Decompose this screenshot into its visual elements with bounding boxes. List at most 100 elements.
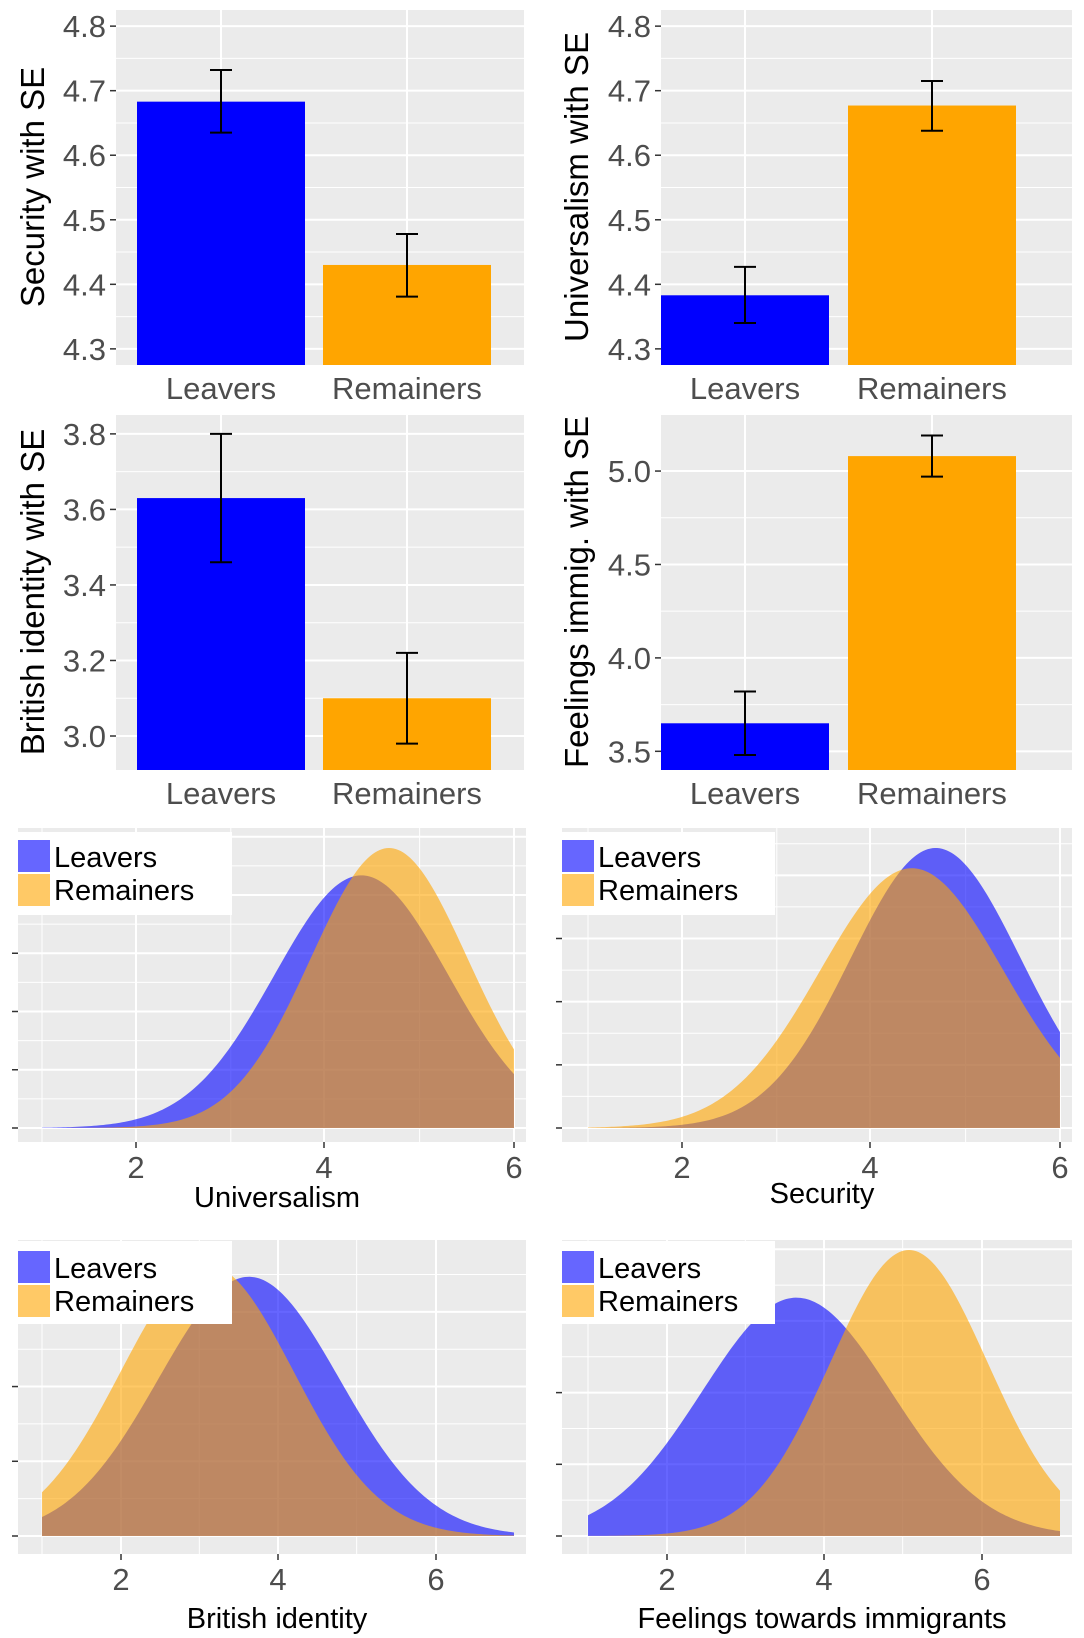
- y-tick-label: 5.0: [608, 454, 651, 489]
- x-tick-label-remainers: Remainers: [857, 776, 1007, 811]
- x-axis-title: British identity: [187, 1603, 368, 1635]
- x-tick-labels: Leavers Remainers: [690, 371, 1007, 406]
- y-tick-label: 4.4: [608, 267, 651, 302]
- error-bar-remainers: [396, 651, 418, 745]
- bar-remainers: [848, 105, 1016, 365]
- legend-key-leavers: [18, 840, 50, 872]
- y-tick-label: 4.0: [608, 641, 651, 676]
- x-tick-label: 6: [973, 1562, 990, 1597]
- legend-key-leavers: [18, 1251, 50, 1283]
- x-axis-title: Feelings towards immigrants: [637, 1603, 1006, 1635]
- x-tick-label-leavers: Leavers: [166, 776, 276, 811]
- x-tick-label: 2: [127, 1150, 144, 1185]
- legend: Leavers Remainers: [10, 1241, 232, 1324]
- legend: Leavers Remainers: [553, 1241, 775, 1324]
- y-tick-label: 4.4: [63, 267, 106, 302]
- y-axis-title: Universalism with SE: [558, 32, 595, 342]
- bar-leavers: [137, 101, 305, 366]
- x-tick-label: 2: [112, 1562, 129, 1597]
- density-area-remainers: [42, 848, 514, 1128]
- legend: Leavers Remainers: [553, 832, 775, 915]
- legend-label-leavers: Leavers: [54, 842, 157, 874]
- y-tick-label: 3.8: [63, 417, 106, 452]
- density-area-remainers: [42, 1265, 514, 1536]
- x-tick-label: 2: [673, 1150, 690, 1185]
- y-tick-label: 4.8: [63, 9, 106, 44]
- bar-panel-feelings-immig: 3.5 4.0 4.5 5.0 Leavers Remainers Feelings i…: [558, 415, 1072, 811]
- legend-key-remainers: [562, 1285, 594, 1317]
- density-panel-universalism: 2 4 6 Universalism Leavers Remainers: [10, 828, 526, 1214]
- y-tick-label: 4.3: [63, 332, 106, 367]
- y-tick-label: 3.4: [63, 568, 106, 603]
- bars: [137, 432, 491, 770]
- density-areas: [42, 848, 514, 1128]
- y-tick-labels: 4.3 4.4 4.5 4.6 4.7 4.8: [608, 9, 661, 367]
- x-tick-label: 6: [505, 1150, 522, 1185]
- y-tick-label: 4.7: [608, 74, 651, 109]
- y-tick-label: 3.0: [63, 719, 106, 754]
- x-tick-labels: Leavers Remainers: [690, 776, 1007, 811]
- error-bar-leavers: [210, 69, 232, 134]
- y-tick-labels: 3.5 4.0 4.5 5.0: [608, 454, 661, 769]
- density-area-remainers: [588, 868, 1060, 1128]
- x-tick-labels: 2 4 6: [127, 1142, 523, 1185]
- x-tick-label: 6: [427, 1562, 444, 1597]
- error-bar-remainers: [921, 80, 943, 132]
- y-tick-label: 4.3: [608, 332, 651, 367]
- legend-key-leavers: [562, 1251, 594, 1283]
- legend-label-leavers: Leavers: [598, 842, 701, 874]
- density-area-remainers: [588, 1250, 1060, 1536]
- legend-label-leavers: Leavers: [54, 1253, 157, 1285]
- x-tick-label: 6: [1051, 1150, 1068, 1185]
- x-tick-labels: 2 4 6: [658, 1554, 991, 1597]
- y-tick-label: 4.5: [608, 203, 651, 238]
- y-tick-label: 3.6: [63, 492, 106, 527]
- x-tick-label-leavers: Leavers: [166, 371, 276, 406]
- x-tick-label: 4: [269, 1562, 286, 1597]
- bar-panel-security: 4.3 4.4 4.5 4.6 4.7 4.8 Leavers Remainers Secu…: [14, 9, 524, 406]
- x-tick-label-remainers: Remainers: [332, 776, 482, 811]
- error-bar-remainers: [921, 434, 943, 478]
- y-tick-label: 4.6: [608, 138, 651, 173]
- y-tick-label: 4.7: [63, 74, 106, 109]
- x-tick-label: 4: [315, 1150, 332, 1185]
- y-axis-title: Feelings immig. with SE: [558, 416, 595, 768]
- density-panel-feelings-immigrants: 2 4 6 Feelings towards immigrants Leavers …: [553, 1240, 1072, 1635]
- legend-key-remainers: [562, 874, 594, 906]
- legend-label-remainers: Remainers: [54, 875, 194, 907]
- legend-label-remainers: Remainers: [598, 875, 738, 907]
- density-panel-british-identity: 2 4 6 British identity Leavers Remainers: [10, 1240, 526, 1635]
- x-tick-labels: 2 4 6: [673, 1142, 1069, 1185]
- legend-key-remainers: [18, 874, 50, 906]
- legend-label-remainers: Remainers: [598, 1286, 738, 1318]
- bars: [661, 80, 1016, 365]
- bars: [137, 69, 491, 366]
- y-tick-label: 4.6: [63, 138, 106, 173]
- x-axis-title: Security: [770, 1178, 875, 1210]
- legend-key-leavers: [562, 840, 594, 872]
- y-tick-labels: 4.3 4.4 4.5 4.6 4.7 4.8: [63, 9, 116, 367]
- density-areas: [588, 1250, 1060, 1536]
- x-tick-labels: Leavers Remainers: [166, 776, 482, 811]
- x-tick-label-remainers: Remainers: [332, 371, 482, 406]
- bars: [661, 434, 1016, 770]
- legend: Leavers Remainers: [10, 832, 232, 915]
- y-tick-label: 3.2: [63, 643, 106, 678]
- error-bar-leavers: [734, 690, 756, 757]
- y-tick-label: 4.8: [608, 9, 651, 44]
- y-axis-title: Security with SE: [14, 67, 51, 307]
- bar-panel-universalism: 4.3 4.4 4.5 4.6 4.7 4.8 Leavers Remainers Univ…: [558, 9, 1072, 406]
- y-tick-labels: 3.0 3.2 3.4 3.6 3.8: [63, 417, 116, 754]
- y-tick-label: 4.5: [63, 203, 106, 238]
- y-axis-title: British identity with SE: [14, 429, 51, 755]
- density-panel-security: 2 4 6 Security Leavers Remainers: [553, 828, 1072, 1210]
- legend-label-remainers: Remainers: [54, 1286, 194, 1318]
- legend-label-leavers: Leavers: [598, 1253, 701, 1285]
- legend-key-remainers: [18, 1285, 50, 1317]
- bar-remainers: [848, 456, 1016, 770]
- x-tick-label-remainers: Remainers: [857, 371, 1007, 406]
- x-tick-label: 2: [658, 1562, 675, 1597]
- x-tick-label-leavers: Leavers: [690, 371, 800, 406]
- x-axis-title: Universalism: [194, 1182, 360, 1214]
